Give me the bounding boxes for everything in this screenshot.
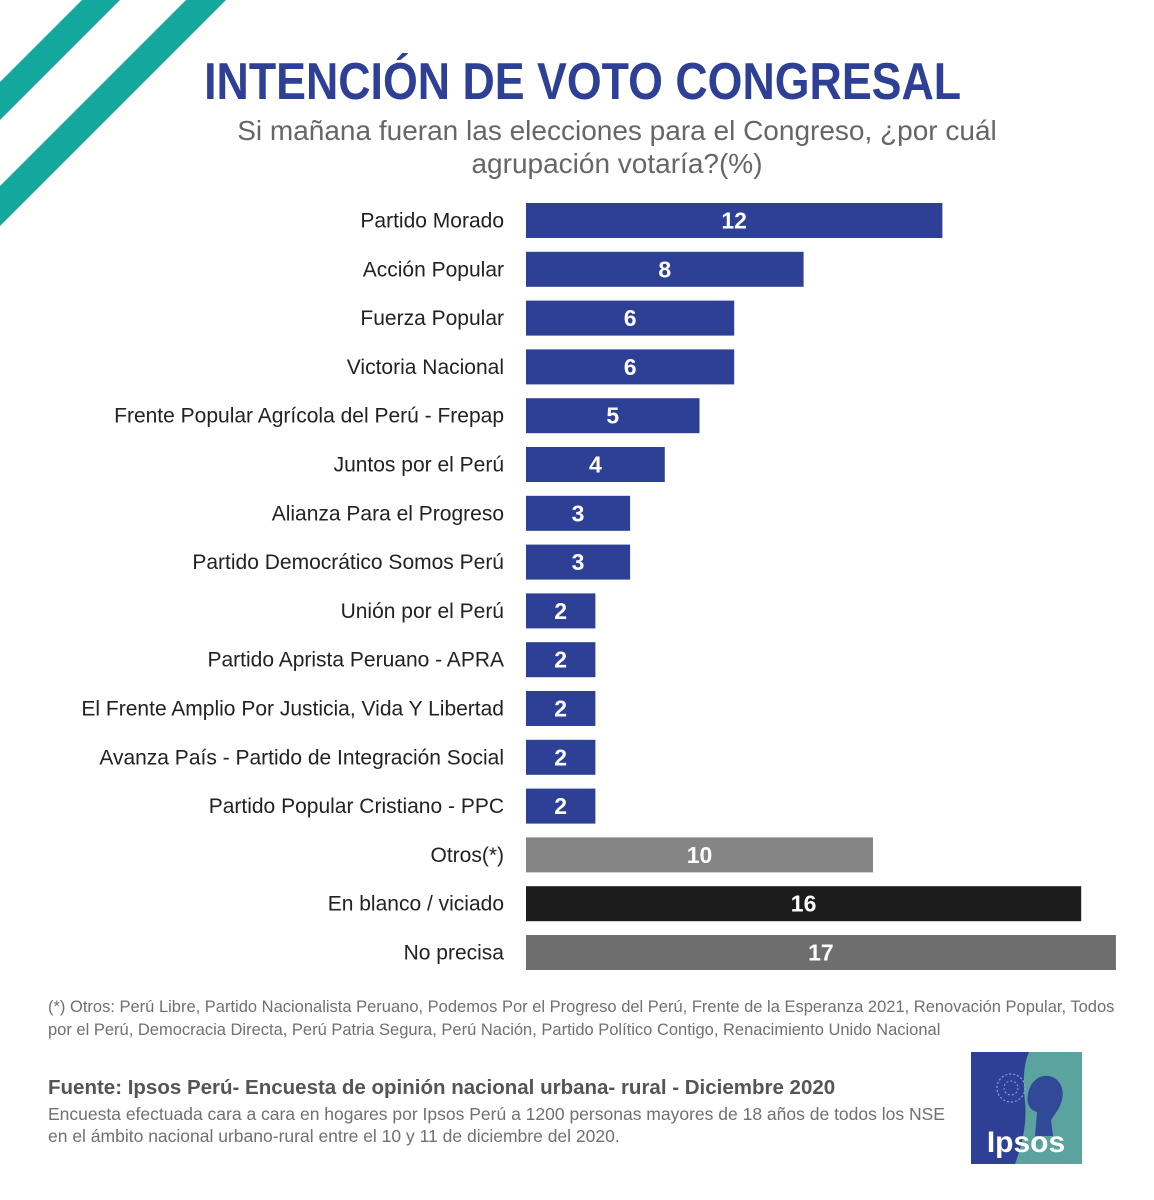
value-label: 2 xyxy=(554,696,567,722)
bar xyxy=(526,544,631,580)
category-label: Victoria Nacional xyxy=(347,356,504,379)
footnote: (*) Otros: Perú Libre, Partido Nacionali… xyxy=(48,998,1115,1039)
category-label: Juntos por el Perú xyxy=(334,454,504,477)
value-label: 4 xyxy=(589,452,602,478)
value-label: 6 xyxy=(624,305,637,331)
ipsos-logo: Ipsos xyxy=(971,1052,1082,1164)
category-label: Frente Popular Agrícola del Perú - Frepa… xyxy=(114,405,504,428)
bar xyxy=(526,495,631,531)
value-label: 3 xyxy=(572,500,585,526)
category-label: Acción Popular xyxy=(363,258,504,281)
bar xyxy=(526,886,1082,922)
bar-chart: Partido Morado 12 Acción Popular 8 Fuerza Po… xyxy=(81,203,1116,970)
value-label: 8 xyxy=(658,256,671,282)
bar xyxy=(526,837,873,873)
category-label: Otros(*) xyxy=(431,844,505,867)
category-label: Partido Morado xyxy=(360,210,504,233)
category-label: No precisa xyxy=(404,942,505,965)
category-label: Partido Aprista Peruano - APRA xyxy=(208,649,505,672)
bar xyxy=(526,447,665,482)
bar xyxy=(526,788,596,824)
bar xyxy=(526,593,596,629)
value-label: 12 xyxy=(721,208,747,234)
bar xyxy=(526,349,735,385)
value-label: 16 xyxy=(791,891,817,917)
value-label: 2 xyxy=(554,744,567,770)
category-label: Alianza Para el Progreso xyxy=(272,502,504,525)
bar xyxy=(526,691,596,726)
value-label: 2 xyxy=(554,598,567,624)
category-label: Fuerza Popular xyxy=(360,307,504,330)
category-label: Avanza País - Partido de Integración Soc… xyxy=(99,746,504,769)
bar xyxy=(526,935,1116,970)
bar xyxy=(526,739,596,775)
bar xyxy=(526,300,735,336)
category-label: En blanco / viciado xyxy=(328,893,504,916)
bar xyxy=(526,203,943,238)
value-label: 5 xyxy=(606,403,619,429)
value-label: 2 xyxy=(554,793,567,819)
value-label: 10 xyxy=(687,842,713,868)
category-label: Partido Democrático Somos Perú xyxy=(192,551,504,574)
bar xyxy=(526,642,596,678)
bar xyxy=(526,398,700,434)
value-label: 2 xyxy=(554,647,567,673)
value-label: 17 xyxy=(808,940,834,966)
source-text: Encuesta efectuada cara a cara en hogare… xyxy=(48,1104,945,1146)
value-label: 6 xyxy=(624,354,637,380)
category-label: El Frente Amplio Por Justicia, Vida Y Li… xyxy=(81,698,504,721)
category-label: Partido Popular Cristiano - PPC xyxy=(209,795,504,818)
chart-subtitle: Si mañana fueran las elecciones para el … xyxy=(237,115,997,179)
category-label: Unión por el Perú xyxy=(341,600,504,623)
corner-stripes xyxy=(0,0,226,226)
value-label: 3 xyxy=(572,549,585,575)
bar xyxy=(526,251,804,287)
chart-title: INTENCIÓN DE VOTO CONGRESAL xyxy=(204,53,962,111)
logo-text: Ipsos xyxy=(987,1126,1065,1159)
source-title: Fuente: Ipsos Perú- Encuesta de opinión … xyxy=(48,1076,836,1099)
